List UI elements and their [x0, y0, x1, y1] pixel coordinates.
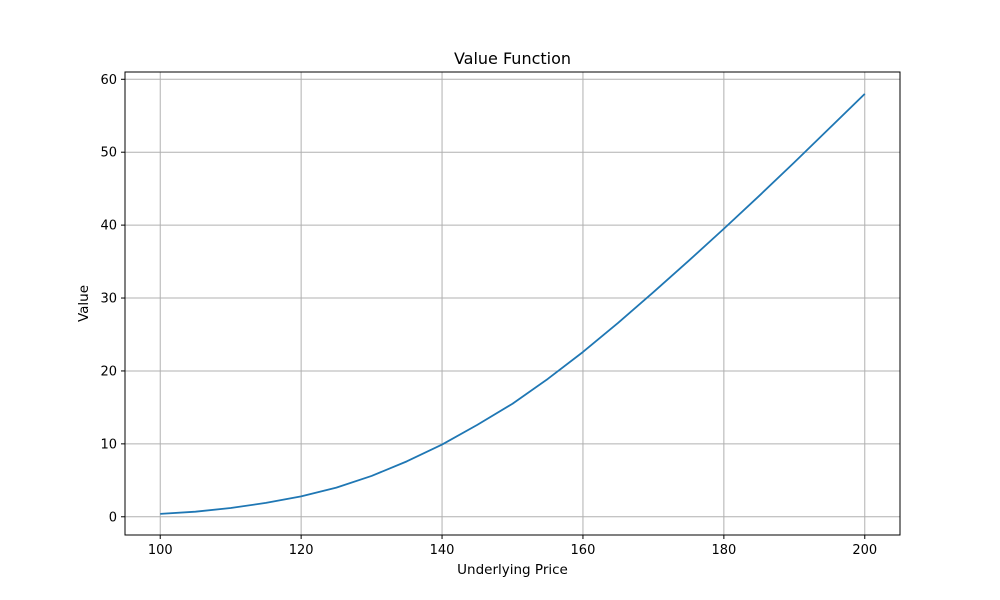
x-tick-label: 160: [571, 543, 596, 558]
x-tick-label: 120: [289, 543, 314, 558]
y-tick-label: 50: [100, 146, 117, 161]
chart-title: Value Function: [454, 49, 571, 68]
y-tick-label: 40: [100, 219, 117, 234]
x-tick-label: 180: [711, 543, 736, 558]
y-tick-label: 10: [100, 437, 117, 452]
x-tick-label: 140: [430, 543, 455, 558]
y-tick-label: 20: [100, 364, 117, 379]
y-axis-label: Value: [76, 285, 92, 322]
axis-ticks: 100 120 140 160 180 200 0 10 20 30 40 50 60: [100, 73, 877, 558]
x-axis-label: Underlying Price: [457, 562, 568, 578]
plot-area-frame: [124, 71, 901, 536]
y-tick-label: 60: [100, 73, 117, 88]
series-layer: [160, 93, 866, 515]
y-tick-label: 30: [100, 292, 117, 307]
x-tick-label: 200: [852, 543, 877, 558]
x-tick-label: 100: [148, 543, 173, 558]
series-line: [160, 93, 866, 515]
y-tick-label: 0: [109, 510, 117, 525]
grid: [125, 72, 900, 535]
